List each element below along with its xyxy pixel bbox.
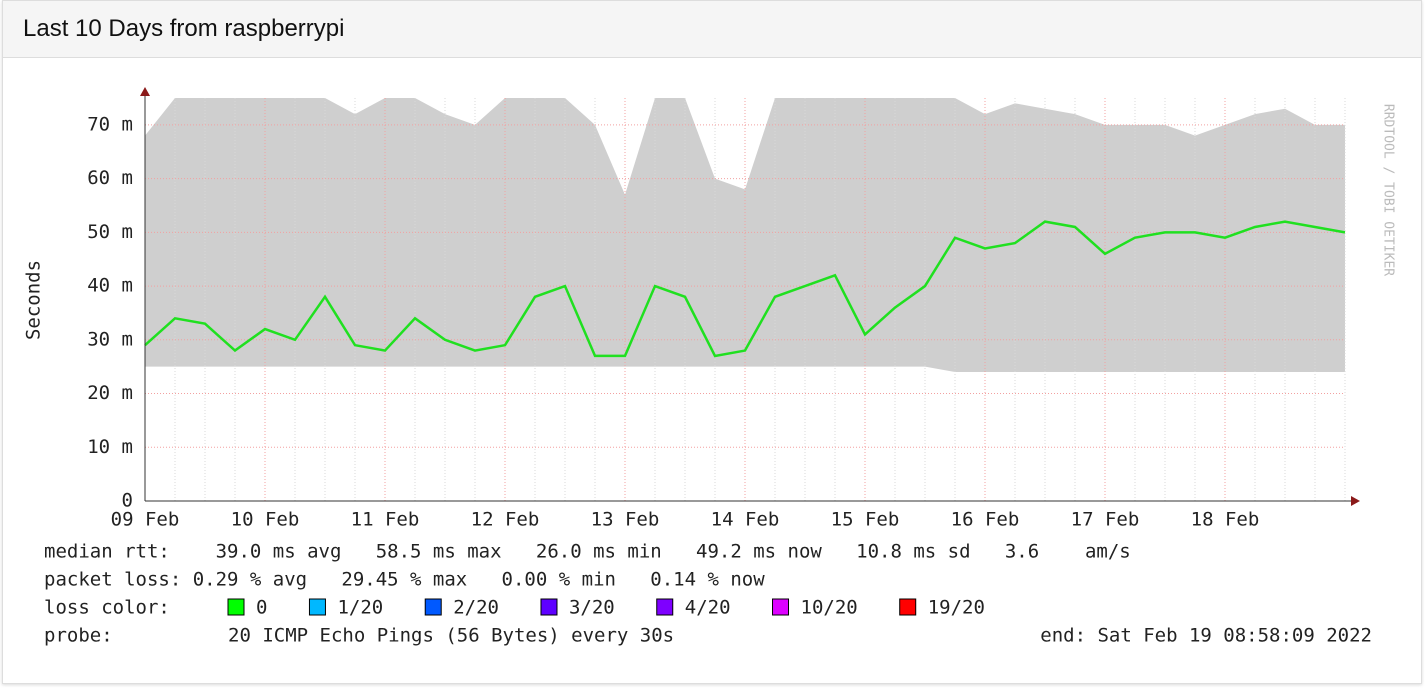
y-tick-label: 60 m	[87, 167, 133, 189]
x-tick-label: 15 Feb	[831, 509, 900, 531]
legend-swatch	[227, 598, 245, 616]
median-line	[144, 220, 1346, 358]
legend-entry: 4/20	[685, 597, 731, 619]
x-tick-label: 10 Feb	[231, 509, 300, 531]
x-tick-label: 13 Feb	[591, 509, 660, 531]
legend-entry: 2/20	[453, 597, 499, 619]
y-tick-label: 0	[122, 490, 133, 512]
y-axis-label: Seconds	[23, 260, 45, 340]
x-tick-label: 18 Feb	[1191, 509, 1260, 531]
legend-swatch	[424, 598, 442, 616]
x-tick-label: 14 Feb	[711, 509, 780, 531]
y-tick-label: 40 m	[87, 275, 133, 297]
legend-entry: 1/20	[337, 597, 383, 619]
legend-label: loss color:	[44, 597, 170, 619]
x-tick-label: 16 Feb	[951, 509, 1020, 531]
legend-swatch	[308, 598, 326, 616]
y-tick-label: 30 m	[87, 328, 133, 350]
smoke-band	[145, 98, 1345, 373]
y-tick-label: 70 m	[87, 113, 133, 135]
x-tick-label: 09 Feb	[111, 509, 180, 531]
legend-swatch	[540, 598, 558, 616]
legend-entry: 19/20	[928, 597, 985, 619]
legend-swatch	[656, 598, 674, 616]
y-tick-label: 10 m	[87, 436, 133, 458]
legend-swatch	[772, 598, 790, 616]
probe-label: probe:	[44, 625, 113, 647]
y-tick-label: 20 m	[87, 382, 133, 404]
x-arrow	[1351, 496, 1360, 506]
panel-title: Last 10 Days from raspberrypi	[3, 1, 1421, 58]
legend-swatch	[899, 598, 917, 616]
probe-text: 20 ICMP Echo Pings (56 Bytes) every 30s	[228, 625, 674, 647]
stats-line: median rtt: 39.0 ms avg 58.5 ms max 26.0…	[44, 541, 1131, 563]
y-arrow	[140, 87, 150, 96]
x-tick-label: 17 Feb	[1071, 509, 1140, 531]
x-tick-label: 11 Feb	[351, 509, 420, 531]
x-tick-label: 12 Feb	[471, 509, 540, 531]
probe-end: end: Sat Feb 19 08:58:09 2022	[1040, 625, 1372, 647]
legend-entry: 3/20	[569, 597, 615, 619]
y-tick-label: 50 m	[87, 221, 133, 243]
legend-entry: 10/20	[801, 597, 858, 619]
watermark: RRDTOOL / TOBI OETIKER	[1381, 104, 1396, 276]
legend-entry: 0	[256, 597, 267, 619]
stats-line: packet loss: 0.29 % avg 29.45 % max 0.00…	[44, 569, 765, 591]
